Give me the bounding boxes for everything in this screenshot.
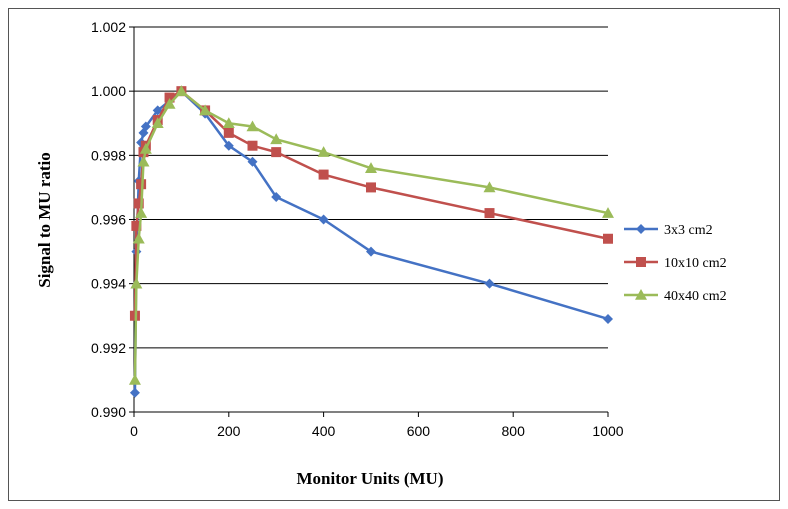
data-point — [223, 140, 234, 151]
legend-marker — [636, 224, 646, 234]
legend-entry: 10x10 cm2 — [624, 256, 727, 271]
y-tick-label: 0.998 — [91, 147, 126, 163]
series-line — [133, 89, 609, 380]
data-point — [222, 117, 235, 129]
series-3 — [128, 85, 614, 385]
data-point — [366, 182, 376, 193]
data-point — [151, 117, 164, 129]
data-point — [365, 162, 377, 173]
x-tick-label: 600 — [407, 423, 431, 439]
series-lines — [128, 85, 614, 398]
legend-marker — [635, 289, 647, 300]
legend: 3x3 cm2 10x10 cm2 40x40 cm2 — [624, 223, 727, 304]
legend-label: 40x40 cm2 — [664, 289, 727, 304]
x-tick-label: 800 — [502, 423, 526, 439]
data-point — [131, 220, 142, 231]
y-tick-label: 0.994 — [91, 276, 126, 292]
data-point — [271, 147, 282, 158]
data-point — [223, 127, 234, 138]
y-tick-label: 0.992 — [91, 340, 126, 356]
data-point — [135, 207, 148, 218]
series-2 — [129, 86, 613, 321]
data-point — [271, 192, 282, 203]
data-point — [175, 85, 188, 96]
x-tick-label: 0 — [130, 423, 138, 439]
data-point — [603, 313, 613, 324]
data-point — [136, 179, 147, 190]
data-point — [130, 277, 143, 289]
data-point — [199, 104, 212, 116]
data-point — [133, 198, 144, 209]
legend-entry: 3x3 cm2 — [624, 223, 713, 238]
x-axis-title: Monitor Units (MU) — [297, 469, 444, 488]
data-point — [318, 169, 329, 180]
y-tick-label: 1.002 — [91, 19, 126, 35]
data-point — [129, 387, 140, 398]
legend-marker — [636, 257, 646, 267]
data-point — [602, 207, 614, 218]
data-point — [317, 146, 330, 157]
data-point — [318, 214, 329, 225]
data-point — [484, 208, 495, 219]
y-tick-labels: 0.990 0.992 0.994 0.996 0.998 1.000 1.002 — [91, 19, 126, 420]
data-point — [603, 233, 613, 244]
data-point — [139, 142, 152, 154]
data-point — [163, 98, 176, 109]
data-point — [247, 156, 258, 167]
y-tick-label: 1.000 — [91, 83, 126, 99]
data-point — [246, 120, 259, 132]
x-tick-labels: 0 200 400 600 800 1000 — [130, 423, 624, 439]
axes — [129, 26, 609, 417]
gridlines — [134, 26, 608, 349]
data-point — [270, 133, 283, 145]
data-point — [483, 181, 496, 193]
y-tick-label: 0.990 — [91, 404, 126, 420]
y-tick-label: 0.996 — [91, 212, 126, 228]
legend-label: 10x10 cm2 — [664, 256, 727, 271]
data-point — [132, 232, 145, 244]
data-point — [247, 140, 258, 151]
x-tick-label: 400 — [312, 423, 336, 439]
series-line — [133, 89, 609, 316]
data-point — [128, 373, 141, 385]
x-tick-label: 1000 — [592, 423, 623, 439]
data-point — [137, 155, 150, 167]
x-tick-label: 200 — [217, 423, 241, 439]
data-point — [164, 92, 175, 103]
series-1 — [129, 86, 613, 398]
y-axis-title: Signal to MU ratio — [35, 152, 54, 288]
data-point — [366, 246, 376, 257]
data-point — [484, 278, 495, 289]
data-point — [140, 121, 151, 132]
legend-label: 3x3 cm2 — [664, 223, 713, 238]
legend-entry: 40x40 cm2 — [624, 289, 727, 304]
